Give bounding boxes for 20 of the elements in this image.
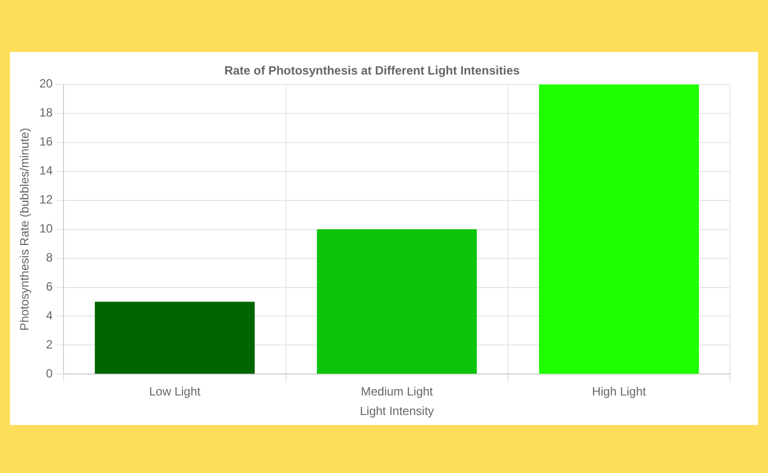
chart-title: Rate of Photosynthesis at Different Light Intensities: [224, 64, 520, 78]
y-axis-title: Photosynthesis Rate (bubbles/minute): [18, 128, 32, 331]
y-tick-label: 20: [39, 76, 54, 91]
x-axis-title: Light Intensity: [360, 404, 434, 418]
y-tick-label: 18: [39, 106, 54, 120]
bar: [94, 302, 255, 374]
x-tick-label: Low Light: [149, 384, 202, 399]
y-tick-label: 6: [46, 280, 54, 294]
y-tick-label: 4: [46, 308, 54, 323]
y-tick-label: 10: [39, 222, 54, 236]
y-tick-label: 12: [39, 192, 54, 207]
y-tick-label: 0: [46, 366, 54, 381]
x-tick-label: High Light: [592, 384, 647, 399]
y-tick-label: 16: [39, 134, 54, 149]
bar: [316, 229, 477, 374]
bar: [539, 84, 699, 374]
y-tick-label: 8: [46, 250, 54, 265]
y-tick-label: 14: [39, 164, 54, 178]
y-tick-label: 2: [46, 338, 54, 352]
x-tick-label: Medium Light: [360, 384, 434, 399]
